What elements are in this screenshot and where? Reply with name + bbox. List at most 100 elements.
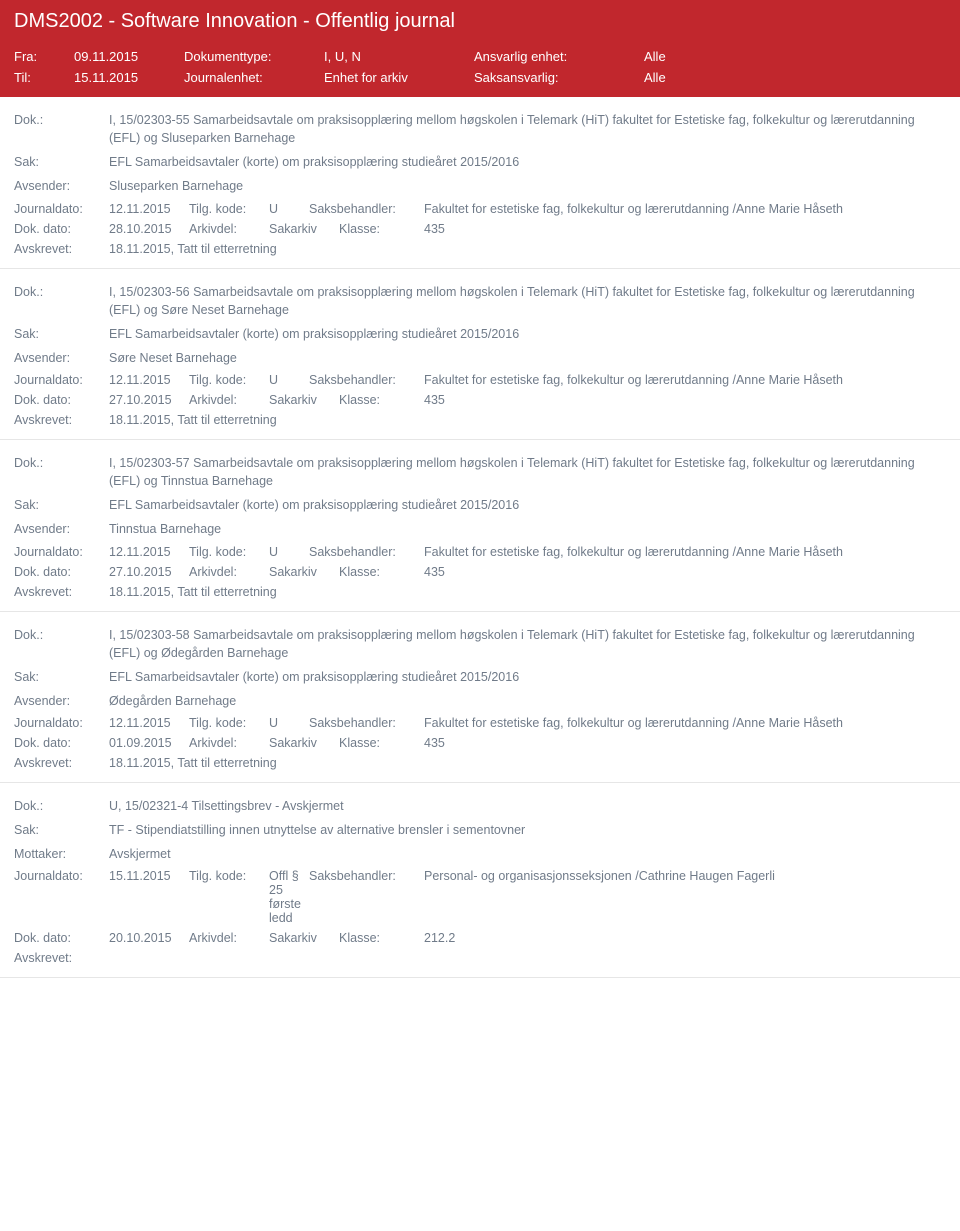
saksbehandler-label: Saksbehandler: xyxy=(309,869,424,883)
sak-value: EFL Samarbeidsavtaler (korte) om praksis… xyxy=(109,325,946,343)
arkivdel-label: Arkivdel: xyxy=(189,393,269,407)
saksbehandler-value: Personal- og organisasjonsseksjonen /Cat… xyxy=(424,869,946,883)
meta-bar: Fra: 09.11.2015 Dokumenttype: I, U, N An… xyxy=(0,43,960,97)
dokdato-value: 27.10.2015 xyxy=(109,393,189,407)
records-container: Dok.:I, 15/02303-55 Samarbeidsavtale om … xyxy=(0,97,960,978)
journal-record: Dok.:I, 15/02303-55 Samarbeidsavtale om … xyxy=(0,97,960,269)
journal-record: Dok.:U, 15/02321-4 Tilsettingsbrev - Avs… xyxy=(0,783,960,978)
avskrevet-label: Avskrevet: xyxy=(14,951,109,965)
party-value: Tinnstua Barnehage xyxy=(109,520,946,538)
saksbehandler-value: Fakultet for estetiske fag, folkekultur … xyxy=(424,545,946,559)
journaldato-value: 12.11.2015 xyxy=(109,373,189,387)
avskrevet-label: Avskrevet: xyxy=(14,756,109,770)
tilgkode-value: U xyxy=(269,545,309,559)
sak-label: Sak: xyxy=(14,153,109,171)
journal-record: Dok.:I, 15/02303-56 Samarbeidsavtale om … xyxy=(0,269,960,441)
tilgkode-value: U xyxy=(269,202,309,216)
saksansvarlig-label: Saksansvarlig: xyxy=(474,70,644,85)
dok-value: I, 15/02303-58 Samarbeidsavtale om praks… xyxy=(109,626,946,662)
arkivdel-label: Arkivdel: xyxy=(189,931,269,945)
klasse-value: 435 xyxy=(424,565,946,579)
fra-value: 09.11.2015 xyxy=(74,49,184,64)
klasse-label: Klasse: xyxy=(339,222,424,236)
journal-value: Enhet for arkiv xyxy=(324,70,474,85)
dokdato-label: Dok. dato: xyxy=(14,565,109,579)
party-label: Avsender: xyxy=(14,349,109,367)
avskrevet-value: 18.11.2015, Tatt til etterretning xyxy=(109,242,946,256)
sak-label: Sak: xyxy=(14,325,109,343)
dok-value: U, 15/02321-4 Tilsettingsbrev - Avskjerm… xyxy=(109,797,946,815)
party-value: Sluseparken Barnehage xyxy=(109,177,946,195)
party-value: Avskjermet xyxy=(109,845,946,863)
avskrevet-value: 18.11.2015, Tatt til etterretning xyxy=(109,756,946,770)
saksansvarlig-value: Alle xyxy=(644,70,946,85)
arkivdel-label: Arkivdel: xyxy=(189,565,269,579)
dok-label: Dok.: xyxy=(14,454,109,490)
klasse-value: 212.2 xyxy=(424,931,946,945)
dokdato-value: 28.10.2015 xyxy=(109,222,189,236)
saksbehandler-label: Saksbehandler: xyxy=(309,545,424,559)
sak-value: EFL Samarbeidsavtaler (korte) om praksis… xyxy=(109,153,946,171)
sak-label: Sak: xyxy=(14,821,109,839)
journal-record: Dok.:I, 15/02303-58 Samarbeidsavtale om … xyxy=(0,612,960,784)
journaldato-label: Journaldato: xyxy=(14,716,109,730)
tilgkode-label: Tilg. kode: xyxy=(189,373,269,387)
arkivdel-value: Sakarkiv xyxy=(269,931,339,945)
arkivdel-value: Sakarkiv xyxy=(269,736,339,750)
avskrevet-value: 18.11.2015, Tatt til etterretning xyxy=(109,585,946,599)
avskrevet-value xyxy=(109,951,946,965)
arkivdel-value: Sakarkiv xyxy=(269,565,339,579)
saksbehandler-value: Fakultet for estetiske fag, folkekultur … xyxy=(424,716,946,730)
arkivdel-label: Arkivdel: xyxy=(189,222,269,236)
dok-label: Dok.: xyxy=(14,111,109,147)
journaldato-label: Journaldato: xyxy=(14,545,109,559)
tilgkode-label: Tilg. kode: xyxy=(189,716,269,730)
party-value: Ødegården Barnehage xyxy=(109,692,946,710)
journal-label: Journalenhet: xyxy=(184,70,324,85)
party-label: Avsender: xyxy=(14,692,109,710)
dok-value: I, 15/02303-55 Samarbeidsavtale om praks… xyxy=(109,111,946,147)
arkivdel-value: Sakarkiv xyxy=(269,222,339,236)
dok-value: I, 15/02303-56 Samarbeidsavtale om praks… xyxy=(109,283,946,319)
journaldato-value: 15.11.2015 xyxy=(109,869,189,883)
saksbehandler-label: Saksbehandler: xyxy=(309,716,424,730)
dok-label: Dok.: xyxy=(14,626,109,662)
dokdato-value: 01.09.2015 xyxy=(109,736,189,750)
arkivdel-label: Arkivdel: xyxy=(189,736,269,750)
klasse-label: Klasse: xyxy=(339,931,424,945)
party-label: Avsender: xyxy=(14,520,109,538)
ansvarlig-label: Ansvarlig enhet: xyxy=(474,49,644,64)
sak-label: Sak: xyxy=(14,496,109,514)
saksbehandler-label: Saksbehandler: xyxy=(309,373,424,387)
avskrevet-value: 18.11.2015, Tatt til etterretning xyxy=(109,413,946,427)
dokdato-label: Dok. dato: xyxy=(14,736,109,750)
ansvarlig-value: Alle xyxy=(644,49,946,64)
sak-value: EFL Samarbeidsavtaler (korte) om praksis… xyxy=(109,496,946,514)
klasse-value: 435 xyxy=(424,222,946,236)
avskrevet-label: Avskrevet: xyxy=(14,242,109,256)
klasse-label: Klasse: xyxy=(339,565,424,579)
dokdato-value: 20.10.2015 xyxy=(109,931,189,945)
page-title: DMS2002 - Software Innovation - Offentli… xyxy=(0,0,960,43)
dokdato-value: 27.10.2015 xyxy=(109,565,189,579)
saksbehandler-value: Fakultet for estetiske fag, folkekultur … xyxy=(424,202,946,216)
journaldato-label: Journaldato: xyxy=(14,202,109,216)
party-label: Avsender: xyxy=(14,177,109,195)
klasse-value: 435 xyxy=(424,736,946,750)
journal-record: Dok.:I, 15/02303-57 Samarbeidsavtale om … xyxy=(0,440,960,612)
tilgkode-value: U xyxy=(269,373,309,387)
dok-label: Dok.: xyxy=(14,283,109,319)
saksbehandler-label: Saksbehandler: xyxy=(309,202,424,216)
sak-value: TF - Stipendiatstilling innen utnyttelse… xyxy=(109,821,946,839)
klasse-label: Klasse: xyxy=(339,393,424,407)
doktype-label: Dokumenttype: xyxy=(184,49,324,64)
saksbehandler-value: Fakultet for estetiske fag, folkekultur … xyxy=(424,373,946,387)
klasse-value: 435 xyxy=(424,393,946,407)
journaldato-value: 12.11.2015 xyxy=(109,716,189,730)
tilgkode-label: Tilg. kode: xyxy=(189,869,269,883)
klasse-label: Klasse: xyxy=(339,736,424,750)
dokdato-label: Dok. dato: xyxy=(14,393,109,407)
arkivdel-value: Sakarkiv xyxy=(269,393,339,407)
dokdato-label: Dok. dato: xyxy=(14,222,109,236)
tilgkode-label: Tilg. kode: xyxy=(189,202,269,216)
